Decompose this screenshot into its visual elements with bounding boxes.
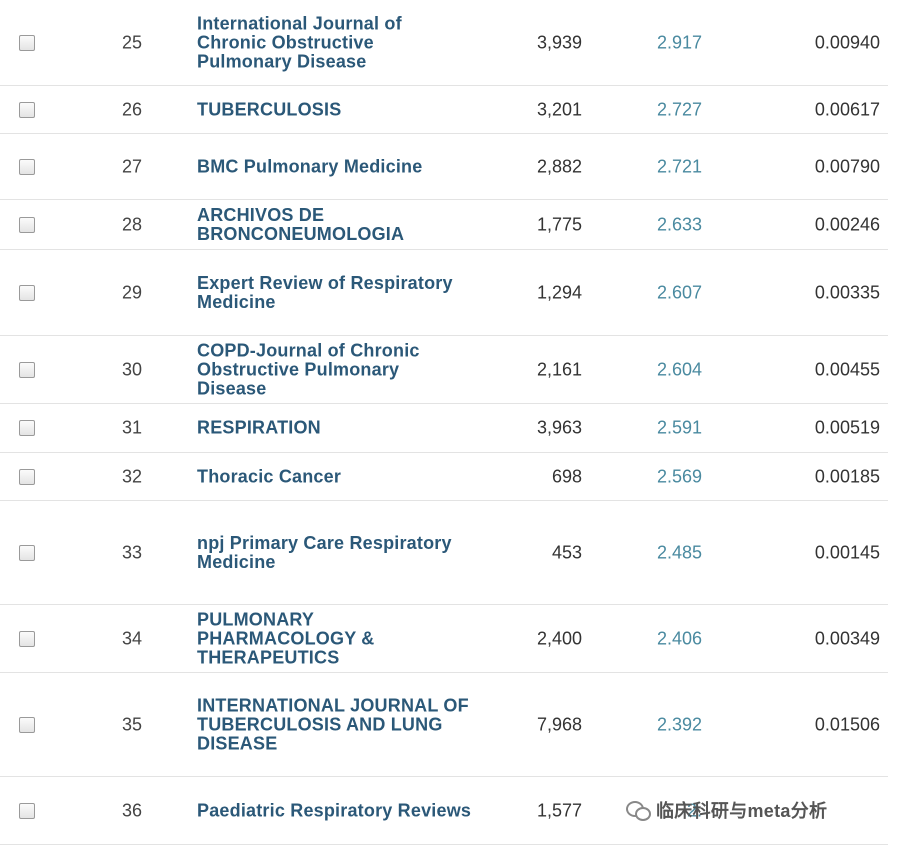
journal-impact-factor: 2.392 <box>656 714 702 734</box>
row-select-checkbox[interactable] <box>19 630 35 647</box>
row-select-checkbox[interactable] <box>19 361 35 378</box>
table-row: 33 npj Primary Care Respiratory Medicine… <box>0 501 888 605</box>
row-select-checkbox[interactable] <box>19 158 35 175</box>
rank: 28 <box>122 214 143 234</box>
row-select-checkbox[interactable] <box>19 420 35 436</box>
rank: 25 <box>122 32 143 52</box>
row-select-checkbox[interactable] <box>19 101 35 118</box>
total-cites: 3,939 <box>536 32 582 52</box>
journal-title-link[interactable]: ARCHIVOS DE BRONCONEUMOLOGIA <box>197 204 405 244</box>
total-cites: 7,968 <box>536 714 582 734</box>
row-select-checkbox[interactable] <box>19 802 35 819</box>
table-row: 26 TUBERCULOSIS 3,201 2.727 0.00617 <box>0 86 888 134</box>
total-cites: 1,775 <box>536 214 582 234</box>
eigenfactor-score: 0.00145 <box>814 542 880 562</box>
eigenfactor-score: 0.00940 <box>814 32 880 52</box>
journal-title-link[interactable]: RESPIRATION <box>197 417 321 438</box>
journal-title-link[interactable]: PULMONARY PHARMACOLOGY & THERAPEUTICS <box>197 609 375 667</box>
journal-title-link[interactable]: Thoracic Cancer <box>197 466 342 486</box>
rank: 31 <box>122 417 143 438</box>
rank: 33 <box>122 542 143 562</box>
journal-title-link[interactable]: Paediatric Respiratory Reviews <box>197 800 472 820</box>
wechat-watermark: 临床科研与meta分析 <box>626 795 827 825</box>
rank: 30 <box>122 359 143 379</box>
row-select-checkbox[interactable] <box>19 716 35 733</box>
total-cites: 2,400 <box>536 628 582 648</box>
total-cites: 453 <box>551 542 582 562</box>
eigenfactor-score: 0.00185 <box>814 466 880 486</box>
total-cites: 3,963 <box>536 417 582 438</box>
journal-impact-factor: 2.917 <box>656 32 702 52</box>
rank: 27 <box>122 156 143 176</box>
eigenfactor-score: 0.00790 <box>814 156 880 176</box>
eigenfactor-score: 0.00519 <box>814 417 880 438</box>
journal-title-link[interactable]: INTERNATIONAL JOURNAL OF TUBERCULOSIS AN… <box>197 695 469 753</box>
total-cites: 2,882 <box>536 156 582 176</box>
rank: 36 <box>122 800 143 820</box>
wechat-icon <box>626 799 652 821</box>
journal-impact-factor: 2. <box>686 800 702 820</box>
journal-impact-factor: 2.727 <box>656 99 702 119</box>
watermark-text: 临床科研与meta分析 <box>656 801 828 821</box>
table-row: 30 COPD-Journal of Chronic Obstructive P… <box>0 336 888 404</box>
journal-impact-factor: 2.604 <box>656 359 702 379</box>
total-cites: 1,577 <box>536 800 582 820</box>
journal-impact-factor: 2.721 <box>656 156 702 176</box>
row-select-checkbox[interactable] <box>19 284 35 301</box>
table-row: 35 INTERNATIONAL JOURNAL OF TUBERCULOSIS… <box>0 673 888 777</box>
total-cites: 1,294 <box>536 282 582 302</box>
total-cites: 698 <box>551 466 582 486</box>
table-row: 34 PULMONARY PHARMACOLOGY & THERAPEUTICS… <box>0 605 888 673</box>
table-row: 29 Expert Review of Respiratory Medicine… <box>0 250 888 336</box>
journal-impact-factor: 2.569 <box>656 466 702 486</box>
rank: 26 <box>122 99 143 119</box>
table-row: 28 ARCHIVOS DE BRONCONEUMOLOGIA 1,775 2.… <box>0 200 888 250</box>
row-select-checkbox[interactable] <box>19 468 35 485</box>
journal-impact-factor: 2.633 <box>656 214 702 234</box>
journal-title-link[interactable]: BMC Pulmonary Medicine <box>197 156 423 176</box>
journal-title-link[interactable]: npj Primary Care Respiratory Medicine <box>197 532 452 572</box>
row-select-checkbox[interactable] <box>19 216 35 233</box>
total-cites: 2,161 <box>536 359 582 379</box>
eigenfactor-score: 0.00617 <box>814 99 880 119</box>
eigenfactor-score: 0.00455 <box>814 359 880 379</box>
rank: 32 <box>122 466 143 486</box>
journal-impact-factor: 2.406 <box>656 628 702 648</box>
total-cites: 3,201 <box>536 99 582 119</box>
journal-title-link[interactable]: TUBERCULOSIS <box>197 99 342 119</box>
table-row: 31 RESPIRATION 3,963 2.591 0.00519 <box>0 404 888 453</box>
table-row: 32 Thoracic Cancer 698 2.569 0.00185 <box>0 453 888 501</box>
journal-impact-factor: 2.607 <box>656 282 702 302</box>
eigenfactor-score: 0.00349 <box>814 628 880 648</box>
table-row: 25 International Journal of Chronic Obst… <box>0 0 888 86</box>
eigenfactor-score: 0.01506 <box>814 714 880 734</box>
journal-title-link[interactable]: COPD-Journal of Chronic Obstructive Pulm… <box>197 340 420 398</box>
table-row: 27 BMC Pulmonary Medicine 2,882 2.721 0.… <box>0 134 888 200</box>
eigenfactor-score: 0.00335 <box>814 282 880 302</box>
journal-impact-factor: 2.591 <box>656 417 702 438</box>
journal-title-link[interactable]: Expert Review of Respiratory Medicine <box>197 272 453 312</box>
eigenfactor-score: 0.00246 <box>814 214 880 234</box>
rank: 29 <box>122 282 143 302</box>
rank: 34 <box>122 628 143 648</box>
journal-title-link[interactable]: International Journal of Chronic Obstruc… <box>197 13 402 71</box>
journal-impact-factor: 2.485 <box>656 542 702 562</box>
row-select-checkbox[interactable] <box>19 544 35 561</box>
row-select-checkbox[interactable] <box>19 34 35 51</box>
rank: 35 <box>122 714 143 734</box>
